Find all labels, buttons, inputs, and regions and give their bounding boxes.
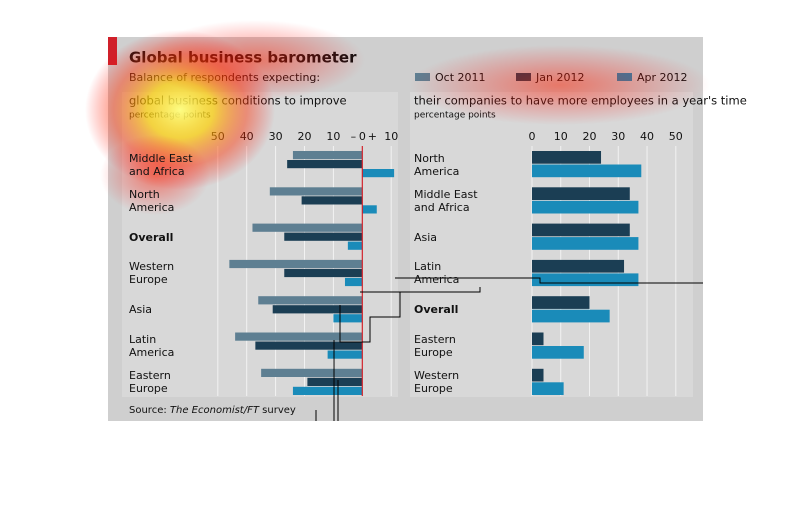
bar — [532, 346, 584, 359]
x-tick-label: 30 — [611, 130, 625, 143]
category-label: Latin America — [129, 333, 175, 359]
category-label: Overall — [129, 230, 174, 244]
bar — [327, 350, 363, 359]
category-label: Western Europe — [129, 260, 175, 287]
bar — [532, 382, 564, 395]
bar — [532, 200, 639, 214]
category-label: North America — [414, 151, 460, 178]
scanpath — [315, 277, 703, 421]
category-label: Eastern Europe — [129, 369, 171, 396]
category-label: Middle East and Africa — [414, 187, 478, 214]
bar — [255, 341, 363, 350]
x-tick-label: 30 — [269, 130, 283, 143]
bar — [532, 187, 630, 200]
x-tick-label: 40 — [640, 130, 654, 143]
bar — [532, 259, 625, 273]
panel-title: global business conditions to improve — [129, 94, 347, 108]
category-label: Asia — [129, 303, 153, 317]
bar — [258, 296, 363, 305]
legend-label: Apr 2012 — [637, 71, 688, 84]
bar — [532, 309, 610, 323]
bar — [347, 241, 363, 250]
axis-sign: + — [368, 130, 377, 143]
legend-swatch — [617, 73, 632, 81]
category-label: Asia — [414, 230, 438, 244]
bar — [261, 368, 363, 377]
x-tick-label: 0 — [359, 130, 366, 143]
source: Source: The Economist/FT survey — [129, 405, 296, 416]
legend-swatch — [516, 73, 531, 81]
panel-title: their companies to have more employees i… — [414, 94, 747, 108]
legend-label: Jan 2012 — [535, 71, 584, 84]
x-tick-label: 20 — [298, 130, 312, 143]
category-label: Overall — [414, 303, 459, 317]
category-label: Latin America — [414, 260, 460, 287]
x-tick-label: 10 — [326, 130, 340, 143]
panel-subtitle: percentage points — [414, 111, 496, 121]
title: Global business barometer — [129, 49, 357, 67]
bar — [532, 368, 544, 382]
category-label: Eastern Europe — [414, 333, 456, 359]
bar — [532, 273, 639, 287]
x-tick-label: 0 — [529, 130, 536, 143]
x-tick-label: 10 — [384, 130, 398, 143]
bar — [532, 237, 639, 250]
category-label: Western Europe — [414, 369, 460, 396]
x-tick-label: 20 — [583, 130, 597, 143]
bar — [287, 160, 363, 169]
bar — [362, 169, 395, 178]
bar — [284, 232, 363, 241]
source-rest: survey — [262, 405, 296, 416]
x-tick-label: 50 — [669, 130, 683, 143]
source-publication: The Economist/FT — [170, 405, 260, 416]
bar — [292, 386, 363, 395]
panel-subtitle: percentage points — [129, 111, 211, 121]
bar — [532, 164, 642, 178]
bar — [532, 332, 544, 346]
bar — [301, 196, 363, 205]
bar — [229, 259, 363, 269]
category-label: Middle East and Africa — [129, 151, 193, 178]
bar — [362, 205, 377, 214]
bar — [269, 187, 363, 196]
bar — [532, 223, 630, 237]
bar — [532, 296, 590, 309]
bar — [272, 305, 363, 314]
category-label: North America — [129, 187, 175, 214]
bar — [252, 223, 363, 232]
x-tick-label: 10 — [554, 130, 568, 143]
brand-mark — [108, 37, 117, 65]
bar — [284, 268, 363, 278]
bar — [532, 151, 602, 164]
subtitle: Balance of respondents expecting: — [129, 71, 320, 84]
bar — [333, 314, 363, 323]
bar — [344, 277, 363, 287]
x-tick-label: 40 — [240, 130, 254, 143]
legend-swatch — [415, 73, 430, 81]
bar — [235, 332, 363, 341]
bar — [307, 377, 363, 386]
axis-sign: – — [351, 130, 357, 143]
legend-label: Oct 2011 — [435, 71, 486, 84]
bar — [292, 151, 363, 160]
source-label: Source: — [129, 405, 167, 416]
x-tick-label: 50 — [211, 130, 225, 143]
